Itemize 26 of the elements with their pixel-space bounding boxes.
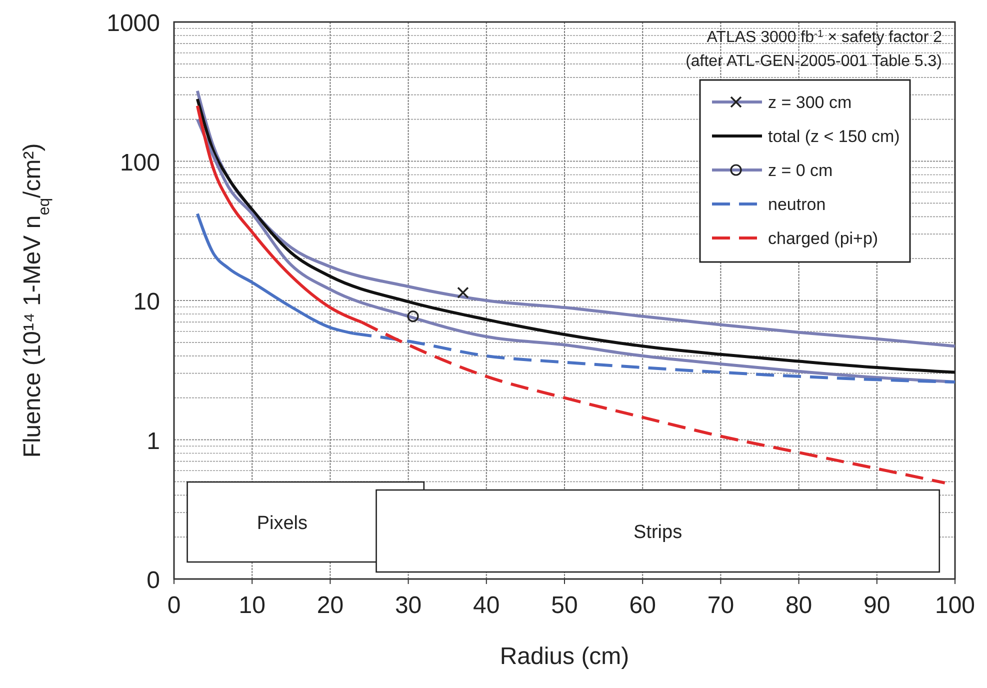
x-tick-label: 20 (316, 592, 344, 619)
x-tick-label: 60 (629, 592, 656, 619)
x-tick-label: 80 (785, 592, 812, 619)
x-tick-label: 30 (394, 592, 422, 619)
x-tick-label: 10 (238, 592, 266, 619)
x-tick-label: 100 (934, 592, 976, 619)
x-tick-label: 0 (167, 592, 181, 619)
legend-label: z = 300 cm (768, 93, 852, 112)
y-tick-label: 1 (146, 428, 160, 455)
legend-label: neutron (768, 195, 826, 214)
legend-label: z = 0 cm (768, 161, 833, 180)
legend-label: charged (pi+p) (768, 229, 878, 248)
band-label: Pixels (256, 513, 308, 534)
x-tick-label: 70 (707, 592, 734, 619)
y-tick-label: 100 (120, 149, 160, 176)
x-tick-label: 90 (864, 592, 890, 619)
x-tick-label: 40 (473, 592, 500, 619)
y-tick-label: 0 (146, 567, 160, 594)
y-tick-label: 10 (133, 288, 160, 316)
annotation: (after ATL-GEN-2005-001 Table 5.3) (686, 53, 942, 70)
band-label: Strips (634, 522, 682, 543)
legend-label: total (z < 150 cm) (768, 127, 900, 146)
annotation: ATLAS 3000 fb$^{-1}$ × safety factor 2 (706, 28, 942, 46)
x-axis-title: Radius (cm) (500, 643, 630, 670)
x-tick-label: 50 (551, 592, 578, 619)
y-tick-label: 1000 (106, 10, 160, 37)
